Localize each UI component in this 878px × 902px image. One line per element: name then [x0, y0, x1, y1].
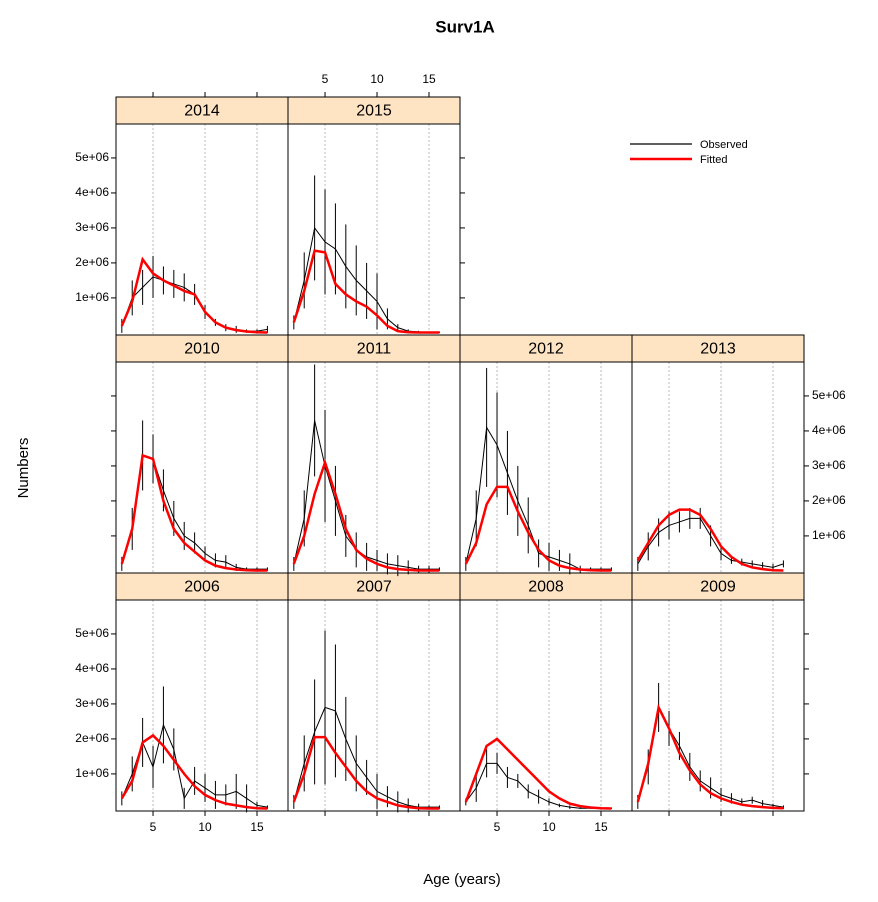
x-tick-label: 15 — [250, 820, 264, 834]
strip — [287, 96, 461, 125]
strip — [631, 334, 805, 363]
strip — [115, 334, 289, 363]
x-tick-label: 10 — [370, 72, 384, 86]
strip-label: 2007 — [356, 579, 392, 596]
strip-label: 2013 — [700, 341, 736, 358]
fitted-line — [292, 249, 440, 334]
y-tick-label: 3e+06 — [75, 220, 109, 234]
strip-label: 2006 — [184, 579, 220, 596]
strip-label: 2012 — [528, 341, 564, 358]
fitted-line — [120, 453, 268, 572]
chart-title: Surv1A — [435, 17, 495, 36]
fitted-line — [120, 733, 268, 810]
y-tick-label: 5e+06 — [75, 626, 109, 640]
y-tick-label: 5e+06 — [812, 388, 846, 402]
y-tick-label: 2e+06 — [75, 731, 109, 745]
panel-border — [287, 123, 461, 336]
observed-line — [293, 420, 440, 570]
panel-border — [459, 361, 633, 574]
panel-border — [631, 599, 805, 812]
strip-label: 2010 — [184, 341, 220, 358]
y-tick-label: 2e+06 — [75, 255, 109, 269]
strip-label: 2014 — [184, 103, 220, 120]
panel-border — [287, 599, 461, 812]
fitted-line — [292, 735, 440, 810]
y-tick-label: 1e+06 — [75, 290, 109, 304]
strip — [631, 572, 805, 601]
panel-border — [287, 361, 461, 574]
observed-line — [293, 706, 440, 808]
y-tick-label: 4e+06 — [75, 185, 109, 199]
observed-line — [121, 723, 268, 808]
x-tick-label: 5 — [150, 820, 157, 834]
y-tick-label: 1e+06 — [812, 528, 846, 542]
y-tick-label: 3e+06 — [75, 696, 109, 710]
strip — [115, 572, 289, 601]
fitted-line — [636, 508, 784, 572]
y-axis-title: Numbers — [15, 438, 32, 499]
x-tick-label: 10 — [198, 820, 212, 834]
panel-border — [631, 361, 805, 574]
legend-label: Fitted — [700, 154, 728, 166]
panel-border — [459, 599, 633, 812]
panel-border — [115, 599, 289, 812]
y-tick-label: 2e+06 — [812, 493, 846, 507]
y-tick-label: 1e+06 — [75, 766, 109, 780]
x-tick-label: 15 — [422, 72, 436, 86]
y-tick-label: 5e+06 — [75, 150, 109, 164]
fitted-line — [120, 256, 268, 334]
fitted-line — [292, 458, 440, 572]
y-tick-label: 4e+06 — [812, 423, 846, 437]
fitted-line — [464, 737, 612, 810]
legend-label: Observed — [700, 139, 748, 151]
fitted-line — [636, 703, 784, 810]
observed-line — [637, 517, 784, 568]
x-tick-label: 15 — [594, 820, 608, 834]
y-tick-label: 4e+06 — [75, 661, 109, 675]
strip — [287, 572, 461, 601]
x-tick-label: 5 — [322, 72, 329, 86]
strip-label: 2015 — [356, 103, 392, 120]
panel-border — [115, 123, 289, 336]
strip-label: 2011 — [357, 341, 392, 358]
x-tick-label: 10 — [542, 820, 556, 834]
x-tick-label: 5 — [494, 820, 501, 834]
y-tick-label: 3e+06 — [812, 458, 846, 472]
strip-label: 2009 — [700, 579, 736, 596]
fitted-line — [464, 485, 612, 572]
strip-label: 2008 — [528, 579, 564, 596]
x-axis-title: Age (years) — [423, 871, 501, 888]
